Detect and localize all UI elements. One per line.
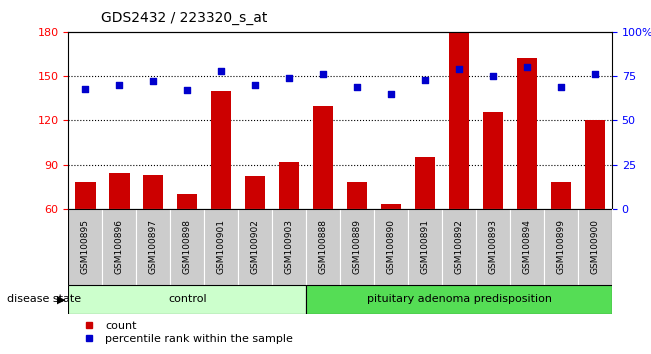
Text: GSM100889: GSM100889 xyxy=(353,219,362,274)
Point xyxy=(318,72,328,77)
Bar xyxy=(75,182,96,209)
Bar xyxy=(510,209,544,285)
Bar xyxy=(449,32,469,209)
Point xyxy=(148,79,158,84)
Point xyxy=(420,77,430,82)
Text: GSM100888: GSM100888 xyxy=(318,219,327,274)
Bar xyxy=(442,209,476,285)
Text: GSM100902: GSM100902 xyxy=(251,219,260,274)
Bar xyxy=(272,209,306,285)
Text: GSM100895: GSM100895 xyxy=(81,219,90,274)
Text: GSM100890: GSM100890 xyxy=(387,219,396,274)
Bar xyxy=(245,176,266,209)
Text: control: control xyxy=(168,295,206,304)
Text: GSM100896: GSM100896 xyxy=(115,219,124,274)
Point xyxy=(454,66,464,72)
Text: ▶: ▶ xyxy=(57,295,65,304)
Bar xyxy=(306,209,340,285)
Point xyxy=(284,75,294,81)
Bar xyxy=(143,175,163,209)
Point xyxy=(250,82,260,88)
Text: GSM100903: GSM100903 xyxy=(284,219,294,274)
Bar xyxy=(102,209,136,285)
Text: GSM100891: GSM100891 xyxy=(421,219,430,274)
Bar xyxy=(374,209,408,285)
Bar xyxy=(177,194,197,209)
Text: pituitary adenoma predisposition: pituitary adenoma predisposition xyxy=(367,295,551,304)
Bar xyxy=(313,105,333,209)
Bar xyxy=(578,209,612,285)
Point xyxy=(488,73,498,79)
Point xyxy=(80,86,90,91)
Bar xyxy=(585,120,605,209)
Bar xyxy=(171,209,204,285)
Bar xyxy=(415,157,436,209)
Text: GSM100892: GSM100892 xyxy=(454,219,464,274)
Text: GSM100897: GSM100897 xyxy=(149,219,158,274)
Legend: count, percentile rank within the sample: count, percentile rank within the sample xyxy=(74,316,298,348)
Text: GSM100901: GSM100901 xyxy=(217,219,226,274)
Point xyxy=(216,68,227,74)
Bar xyxy=(136,209,171,285)
Bar xyxy=(381,205,401,209)
Point xyxy=(182,87,193,93)
Point xyxy=(556,84,566,90)
Bar xyxy=(279,162,299,209)
Text: disease state: disease state xyxy=(7,295,81,304)
Text: GSM100894: GSM100894 xyxy=(523,219,531,274)
Bar xyxy=(544,209,578,285)
Bar xyxy=(483,112,503,209)
Bar xyxy=(551,182,571,209)
Point xyxy=(352,84,363,90)
Point xyxy=(590,72,600,77)
Text: GSM100893: GSM100893 xyxy=(488,219,497,274)
Bar xyxy=(68,209,102,285)
Bar xyxy=(476,209,510,285)
Point xyxy=(386,91,396,97)
Text: GSM100900: GSM100900 xyxy=(590,219,600,274)
Text: GSM100899: GSM100899 xyxy=(557,219,566,274)
Point xyxy=(114,82,124,88)
Bar xyxy=(306,285,612,314)
Bar xyxy=(109,173,130,209)
Bar xyxy=(68,285,306,314)
Bar xyxy=(340,209,374,285)
Bar xyxy=(238,209,272,285)
Bar xyxy=(211,91,232,209)
Text: GDS2432 / 223320_s_at: GDS2432 / 223320_s_at xyxy=(101,11,268,25)
Bar xyxy=(517,58,537,209)
Text: GSM100898: GSM100898 xyxy=(183,219,192,274)
Bar xyxy=(408,209,442,285)
Point xyxy=(522,64,533,70)
Bar xyxy=(204,209,238,285)
Bar xyxy=(347,182,367,209)
